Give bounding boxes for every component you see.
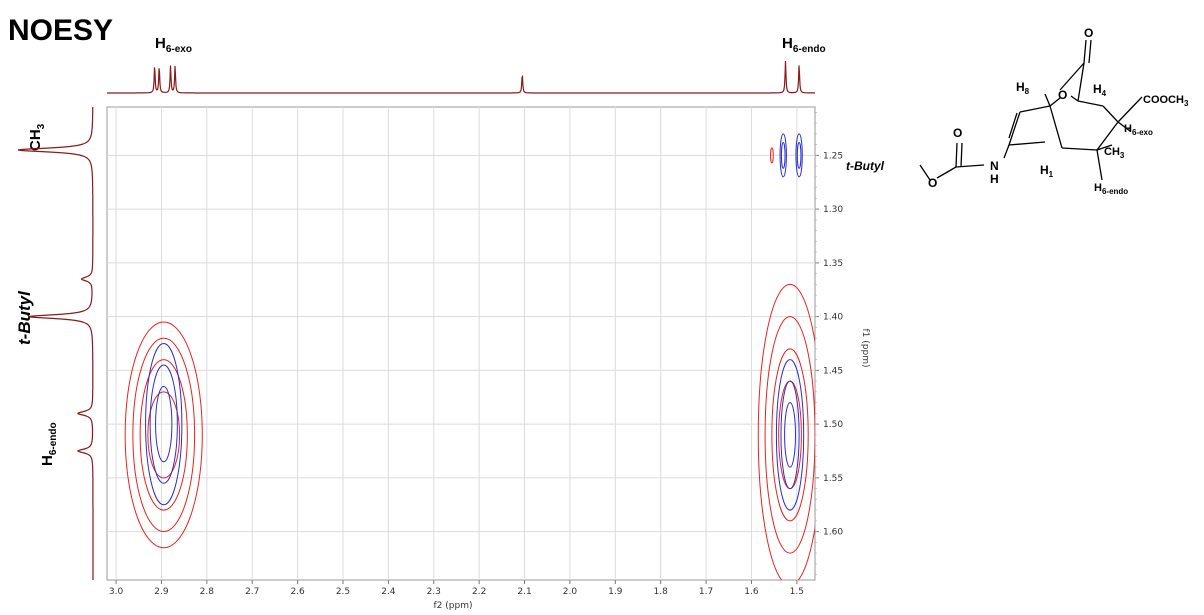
y-tick-label: 1.25: [823, 151, 843, 161]
contour-level: [149, 364, 178, 484]
x-tick-label: 2.8: [200, 587, 215, 597]
contour-level: [780, 380, 800, 490]
mol-lactone-o: O: [1084, 26, 1093, 40]
x-tick-label: 2.9: [154, 587, 169, 597]
x-tick-label: 2.7: [245, 587, 259, 597]
mol-h8: H8: [1016, 80, 1030, 96]
contour-level: [757, 283, 815, 580]
x-tick-label: 1.7: [699, 587, 713, 597]
x-tick-label: 1.6: [744, 587, 759, 597]
left-label-ch3: CH3: [27, 123, 47, 151]
left-label-h6endo: H6-endo: [39, 422, 59, 466]
mol-h4: H4: [1093, 82, 1107, 98]
contour-level: [779, 133, 787, 178]
top-label-h6endo: H6-endo: [782, 35, 826, 55]
y-tick-label: 1.35: [823, 259, 843, 269]
y-tick-label: 1.60: [823, 528, 843, 538]
contour-level: [145, 343, 183, 506]
mol-h6exo: H6-exo: [1124, 123, 1153, 137]
y-tick-label: 1.40: [823, 313, 843, 323]
contour-level: [155, 386, 173, 463]
contour-level: [784, 402, 796, 468]
plot-area: [106, 106, 816, 581]
top-label-h6exo: H6-exo: [155, 35, 192, 55]
x-tick-label: 2.5: [336, 587, 350, 597]
contour-layer: [124, 133, 815, 580]
x-tick-label: 1.9: [608, 587, 623, 597]
contour-level: [796, 141, 802, 169]
molecule-structure: [919, 39, 1143, 181]
x-tick-label: 2.4: [381, 587, 396, 597]
y-axis-label: f1 (ppm): [860, 329, 870, 368]
figure-title: NOESY: [8, 14, 113, 47]
contour-level: [770, 147, 774, 164]
mol-h6endo: H6-endo: [1094, 182, 1128, 196]
x-tick-label: 2.1: [517, 587, 531, 597]
mol-ch3: CH3: [1104, 146, 1125, 160]
x-tick-label: 2.2: [472, 587, 486, 597]
x-tick-label: 1.8: [654, 587, 669, 597]
mol-tbutyl-label: t-Butyl: [846, 159, 885, 173]
x-tick-label: 2.6: [290, 587, 305, 597]
mol-h1: H1: [1040, 163, 1054, 179]
mol-coo-ch3: COOCH3: [1143, 94, 1189, 108]
mol-nh-h: H: [990, 172, 999, 186]
x-tick-label: 2.0: [563, 587, 578, 597]
mol-ester-o: O: [928, 176, 937, 190]
y-tick-label: 1.50: [823, 420, 843, 430]
y-tick-label: 1.55: [823, 474, 843, 484]
y-tick-label: 1.30: [823, 205, 843, 215]
x-tick-label: 2.3: [427, 587, 441, 597]
grid: [107, 107, 815, 580]
x-axis: 3.0 2.9 2.8 2.7 2.6 2.5 2.4 2.3 2.2 2.1 2.0 1.9 1.8 1…: [109, 580, 804, 597]
f1-projection-trace: [17, 107, 94, 580]
mol-bridge-o: O: [1058, 88, 1067, 102]
f2-projection-trace: [107, 60, 815, 94]
x-tick-label: 3.0: [109, 587, 124, 597]
mol-carbonyl-o: O: [953, 126, 962, 140]
mol-nh-n: N: [990, 159, 999, 173]
x-tick-label: 1.5: [790, 587, 804, 597]
y-axis: 1.25 1.30 1.35 1.40 1.45 1.50 1.55 1.60: [815, 112, 843, 575]
x-axis-label: f2 (ppm): [434, 601, 473, 611]
y-tick-label: 1.45: [823, 366, 843, 376]
contour-level: [124, 321, 203, 549]
contour-level: [775, 359, 805, 511]
contour-level: [795, 133, 803, 178]
contour-level: [780, 141, 786, 169]
molecule-labels: t-Butyl O O O O N H H8 H4 H1 COOCH3 H6-e…: [846, 26, 1189, 196]
contour-level: [132, 337, 196, 533]
contour-level: [147, 391, 181, 479]
left-label-tbutyl: t-Butyl: [15, 290, 34, 345]
contour-level: [771, 348, 809, 522]
contour-level: [139, 359, 188, 511]
